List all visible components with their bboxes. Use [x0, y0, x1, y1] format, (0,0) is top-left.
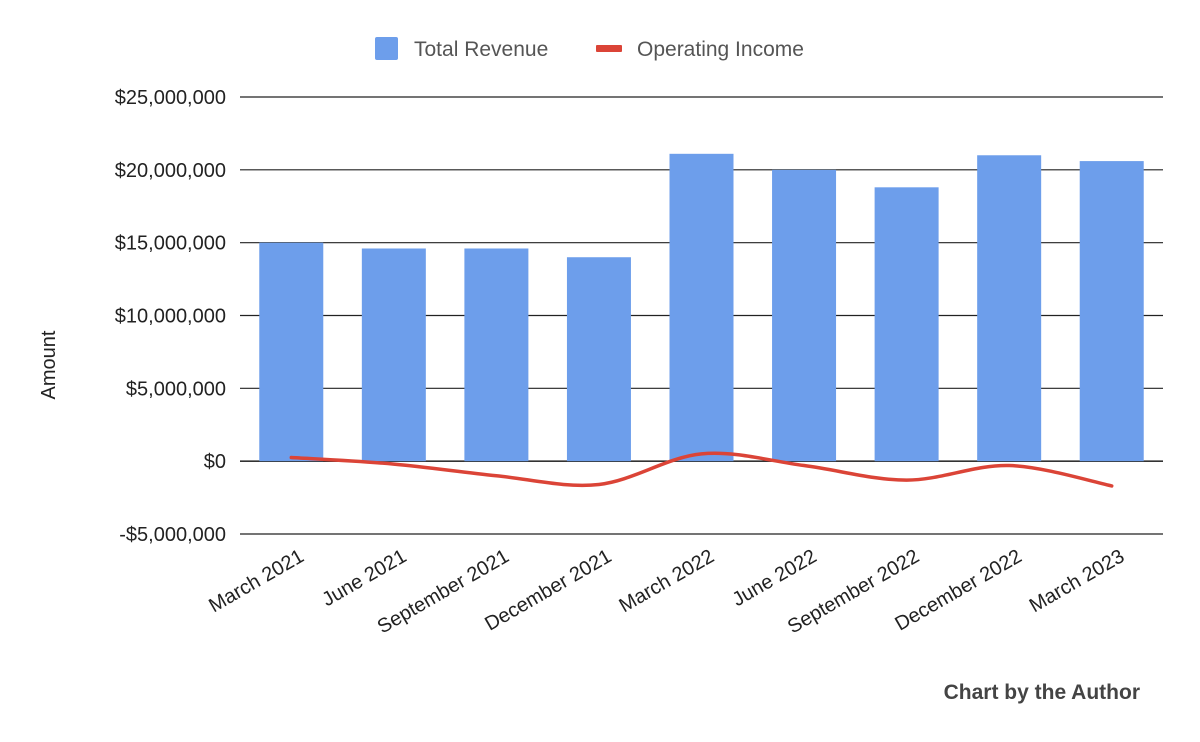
bar-total-revenue — [772, 169, 837, 462]
bar-total-revenue — [464, 248, 529, 462]
y-tick-label: $5,000,000 — [126, 378, 226, 400]
legend-swatch-operating-income — [596, 45, 622, 52]
x-tick-label: March 2021 — [205, 545, 307, 617]
bar-total-revenue — [259, 242, 324, 462]
x-tick-label: March 2022 — [616, 545, 718, 617]
x-tick-label: June 2021 — [318, 545, 410, 611]
legend-label-total-revenue: Total Revenue — [414, 38, 548, 61]
y-tick-label: $20,000,000 — [115, 160, 226, 182]
y-axis-title: Amount — [38, 330, 60, 399]
y-tick-label: -$5,000,000 — [119, 524, 226, 546]
x-tick-label: March 2023 — [1026, 545, 1128, 617]
legend: Total Revenue Operating Income — [375, 37, 804, 61]
bar-total-revenue — [669, 153, 734, 462]
line-operating-income — [289, 451, 1114, 488]
bars — [259, 153, 1144, 462]
bar-total-revenue — [361, 248, 426, 462]
bar-total-revenue — [566, 257, 631, 462]
x-tick-label: June 2022 — [729, 545, 821, 611]
bar-total-revenue — [874, 187, 939, 462]
y-tick-label: $10,000,000 — [115, 306, 226, 328]
legend-swatch-total-revenue — [375, 37, 398, 60]
line-series — [289, 451, 1114, 488]
legend-label-operating-income: Operating Income — [637, 38, 804, 61]
y-tick-label: $0 — [204, 451, 226, 473]
chart-credit: Chart by the Author — [944, 681, 1140, 704]
y-tick-label: $15,000,000 — [115, 233, 226, 255]
y-tick-label: $25,000,000 — [115, 87, 226, 109]
y-axis-ticks: -$5,000,000 $0 $5,000,000 $10,000,000 $15,00… — [115, 87, 226, 546]
bar-total-revenue — [1079, 161, 1144, 462]
bar-total-revenue — [977, 155, 1042, 462]
